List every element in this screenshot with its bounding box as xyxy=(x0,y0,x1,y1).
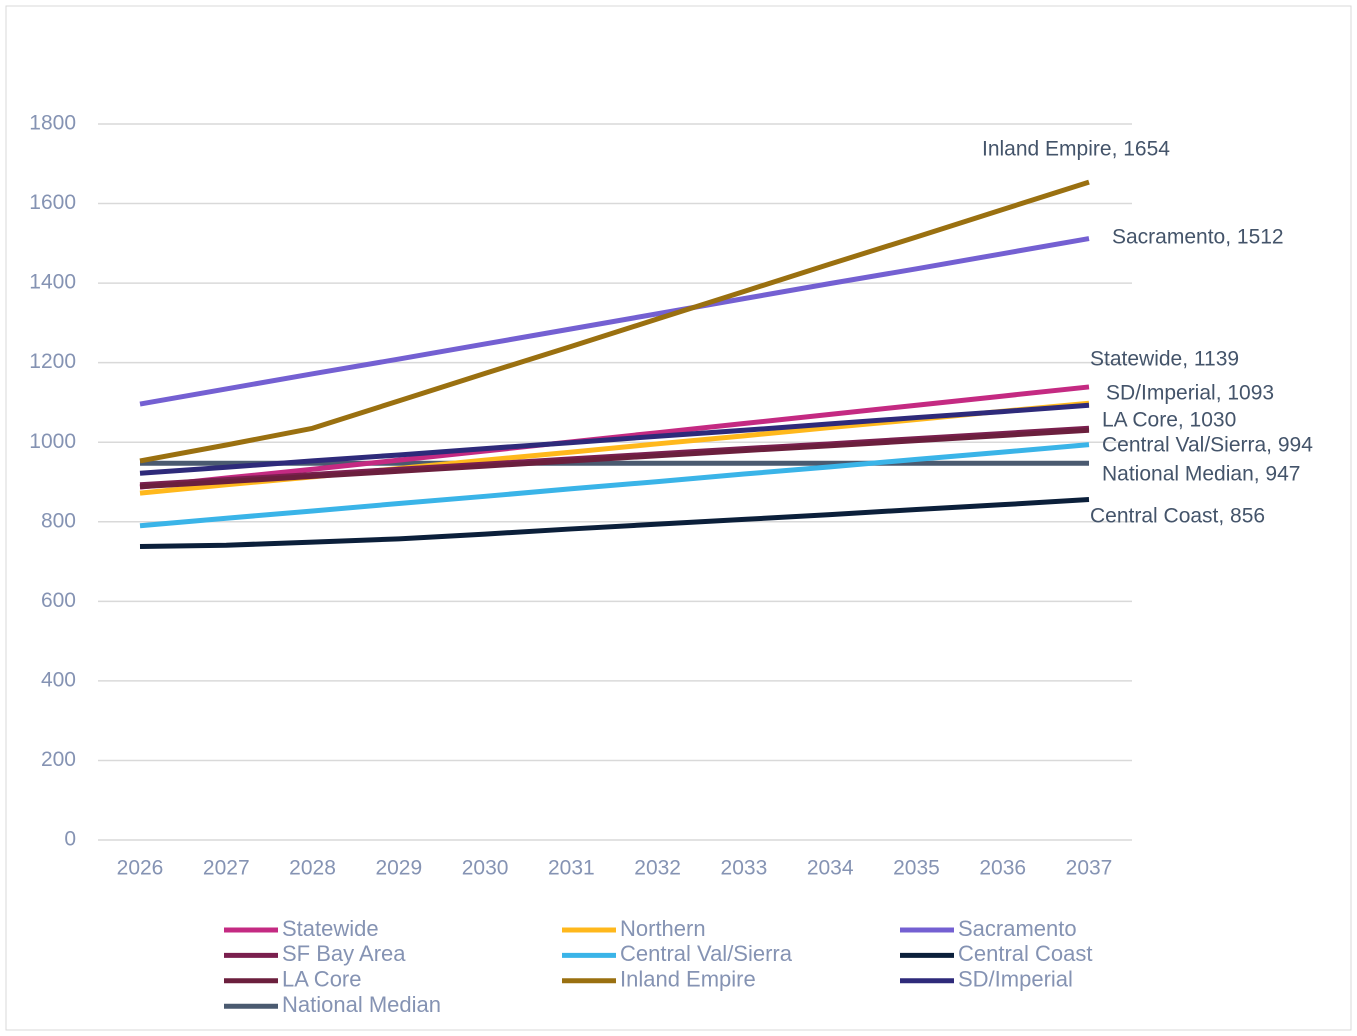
legend-label: LA Core xyxy=(282,967,362,992)
y-tick-label: 0 xyxy=(64,828,76,851)
y-tick-label: 1400 xyxy=(29,271,76,294)
y-tick-label: 800 xyxy=(41,509,76,532)
line-series xyxy=(139,427,1090,490)
line-series xyxy=(139,179,1090,464)
x-tick-label: 2026 xyxy=(117,857,164,880)
data-label: Statewide, 1139 xyxy=(1090,348,1239,371)
legend-label: Central Coast xyxy=(958,941,1093,966)
y-tick-label: 400 xyxy=(41,668,76,691)
legend-label: Statewide xyxy=(282,916,379,941)
y-tick-label: 200 xyxy=(41,748,76,771)
y-tick-label: 1600 xyxy=(29,191,76,214)
legend-label: Sacramento xyxy=(958,916,1077,941)
legend-label: Central Val/Sierra xyxy=(620,941,793,966)
line-series xyxy=(139,402,1090,476)
x-tick-label: 2032 xyxy=(634,857,681,880)
x-tick-label: 2034 xyxy=(807,857,854,880)
legend-label: National Median xyxy=(282,992,441,1017)
x-tick-label: 2037 xyxy=(1066,857,1113,880)
x-tick-label: 2030 xyxy=(462,857,509,880)
data-label: National Median, 947 xyxy=(1102,463,1300,486)
data-label: Central Val/Sierra, 994 xyxy=(1102,434,1313,457)
x-tick-label: 2031 xyxy=(548,857,595,880)
data-label: Sacramento, 1512 xyxy=(1112,226,1284,249)
y-tick-label: 600 xyxy=(41,589,76,612)
data-label: SD/Imperial, 1093 xyxy=(1106,382,1274,405)
line-series xyxy=(139,236,1090,407)
data-label: Inland Empire, 1654 xyxy=(982,138,1170,161)
x-tick-label: 2033 xyxy=(721,857,768,880)
y-tick-label: 1000 xyxy=(29,430,76,453)
x-tick-label: 2036 xyxy=(979,857,1026,880)
x-tick-label: 2035 xyxy=(893,857,940,880)
legend-label: SF Bay Area xyxy=(282,941,406,966)
legend-label: Northern xyxy=(620,916,706,941)
data-label: Central Coast, 856 xyxy=(1090,505,1265,528)
data-label: LA Core, 1030 xyxy=(1102,409,1236,432)
line-series xyxy=(139,442,1090,529)
legend-label: Inland Empire xyxy=(620,967,756,992)
x-tick-label: 2029 xyxy=(375,857,422,880)
line-series xyxy=(139,497,1090,549)
x-tick-label: 2028 xyxy=(289,857,336,880)
legend-label: SD/Imperial xyxy=(958,967,1073,992)
y-tick-label: 1800 xyxy=(29,112,76,135)
x-tick-label: 2027 xyxy=(203,857,250,880)
y-tick-label: 1200 xyxy=(29,350,76,373)
